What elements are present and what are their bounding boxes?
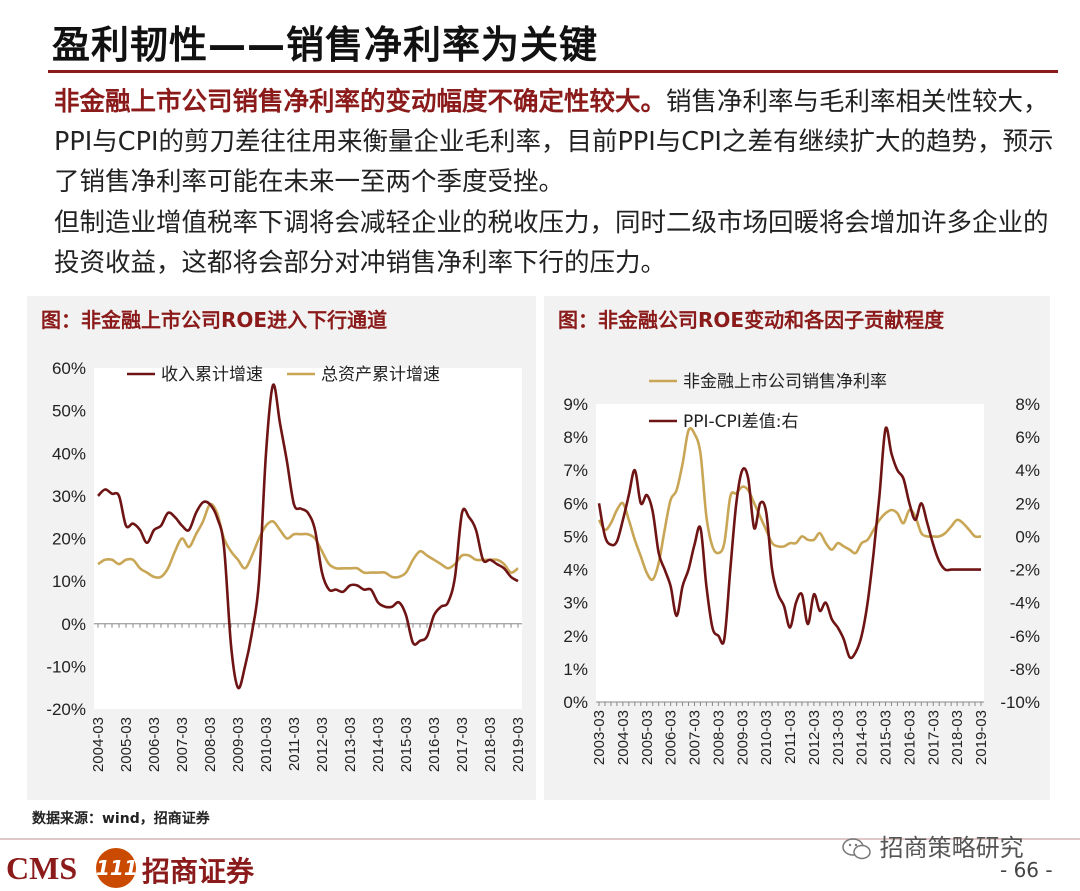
brand-logo-icon: 111 [96,848,138,888]
x-tick-label: 2015-03 [398,717,415,772]
legend-label: PPI-CPI差值:右 [683,412,799,432]
y-tick-label-right: -6% [1010,627,1040,646]
y-tick-label-left: 8% [563,428,588,447]
y-tick-label-left: 4% [563,561,588,580]
chart-margin: 9% 8% 7% 6% 5% 4% 3% 2% 1% 0% 8% 6% 4% 2% 0% -2% -4% -6% -… [563,372,1040,765]
x-tick-label: 2006-03 [663,710,680,765]
title-divider [48,70,1058,73]
legend-label: 非金融上市公司销售净利率 [683,372,887,392]
x-tick-label: 2007-03 [687,710,704,765]
y-tick-label: 10% [52,572,86,591]
y-tick-label-right: -4% [1010,594,1040,613]
wechat-account: 招商策略研究 [842,828,1024,863]
y-tick-label-right: -10% [1000,693,1040,712]
wechat-icon [842,838,871,860]
x-tick-label: 2005-03 [118,717,135,772]
chart-panel-roe: 图：非金融上市公司ROE进入下行通道 60% 50% 40% 30% 20% 10% 0% -… [27,296,536,800]
page-number: - 66 - [1000,858,1053,882]
x-tick-label: 2009-03 [734,710,751,765]
x-tick-label: 2011-03 [286,717,303,771]
x-tick-label: 2017-03 [454,717,471,772]
x-tick-label: 2007-03 [174,717,191,772]
paragraph-1-lead: 非金融上市公司销售净利率的变动幅度不确定性较大。 [54,87,667,117]
x-tick-label: 2011-03 [782,710,799,764]
x-tick-label: 2012-03 [806,710,823,765]
series-line [597,426,982,660]
x-tick-label: 2008-03 [710,710,727,765]
series-line [597,427,982,582]
y-tick-label-right: -8% [1010,660,1040,679]
y-tick-label-left: 6% [563,494,588,513]
x-tick-label: 2010-03 [758,710,775,765]
y-tick-label: -10% [46,657,86,676]
x-tick-label: 2014-03 [370,717,387,772]
x-tick-label: 2009-03 [230,717,247,772]
chart-panel-margin: 图：非金融公司ROE变动和各因子贡献程度 9% 8% 7% 6% 5% 4% 3% 2% 1% 0… [544,296,1050,800]
x-tick-label: 2018-03 [949,710,966,765]
y-tick-label: 20% [52,530,86,549]
plot-area [94,368,522,709]
legend-label: 总资产累计增速 [321,365,440,385]
y-tick-label-left: 7% [563,461,588,480]
x-tick-label: 2019-03 [510,717,527,772]
x-tick-label: 2010-03 [258,717,275,772]
x-tick-label: 2019-03 [973,710,990,765]
y-tick-label-right: 6% [1015,428,1040,447]
x-tick-label: 2015-03 [878,710,895,765]
x-tick-label: 2006-03 [146,717,163,772]
x-tick-label: 2016-03 [901,710,918,765]
footer: CMS 111 招商证券 招商策略研究 - 66 - [0,834,1080,891]
x-tick-label: 2013-03 [342,717,359,772]
y-tick-label: 30% [52,487,86,506]
y-tick-label-left: 3% [563,594,588,613]
x-tick-label: 2004-03 [90,717,107,772]
plot-area [596,404,984,702]
y-tick-label-right: -2% [1010,561,1040,580]
x-tick-label: 2003-03 [591,710,608,765]
y-tick-label-left: 5% [563,527,588,546]
chart-title-roe: 图：非金融上市公司ROE进入下行通道 [41,308,388,332]
footer-divider [0,838,1080,840]
series-line [97,502,519,579]
y-tick-label: 0% [61,615,86,634]
x-tick-label: 2013-03 [830,710,847,765]
x-tick-label: 2016-03 [426,717,443,772]
y-tick-label: 60% [52,359,86,378]
x-tick-label: 2012-03 [314,717,331,772]
brand-logo-en: CMS [6,850,78,886]
data-source-note: 数据来源：wind，招商证券 [32,811,210,827]
y-tick-label-left: 1% [563,660,588,679]
x-tick-label: 2018-03 [482,717,499,772]
legend-label: 收入累计增速 [161,365,263,385]
paragraph-1-body: 销售净利率与毛利率相关性较大，PPI与CPI的剪刀差往往用来衡量企业毛利率，目前… [54,87,1054,197]
y-tick-label: -20% [46,700,86,719]
x-tick-label: 2014-03 [854,710,871,765]
x-tick-label: 2008-03 [202,717,219,772]
y-tick-label-left: 0% [563,693,588,712]
x-tick-label: 2004-03 [615,710,632,765]
y-tick-label-left: 9% [563,395,588,414]
y-tick-label-right: 8% [1015,395,1040,414]
chart-title-margin: 图：非金融公司ROE变动和各因子贡献程度 [558,308,945,332]
x-tick-label: 2005-03 [639,710,656,765]
chart-roe: 60% 50% 40% 30% 20% 10% 0% -10% -20%2004-03 2005-… [46,359,527,772]
wechat-account-name: 招商策略研究 [879,834,1024,862]
y-tick-label-left: 2% [563,627,588,646]
page-title: 盈利韧性——销售净利率为关键 [52,23,599,67]
y-tick-label-right: 0% [1015,527,1040,546]
x-tick-label: 2017-03 [925,710,942,765]
brand-logo-cn: 招商证券 [142,855,255,888]
series-line [97,383,519,690]
paragraph-1: 非金融上市公司销售净利率的变动幅度不确定性较大。销售净利率与毛利率相关性较大，P… [54,82,1064,202]
paragraph-2: 但制造业增值税率下调将会减轻企业的税收压力，同时二级市场回暖将会增加许多企业的投… [54,208,1049,278]
y-tick-label: 50% [52,402,86,421]
y-tick-label-right: 2% [1015,494,1040,513]
y-tick-label-right: 4% [1015,461,1040,480]
y-tick-label: 40% [52,444,86,463]
